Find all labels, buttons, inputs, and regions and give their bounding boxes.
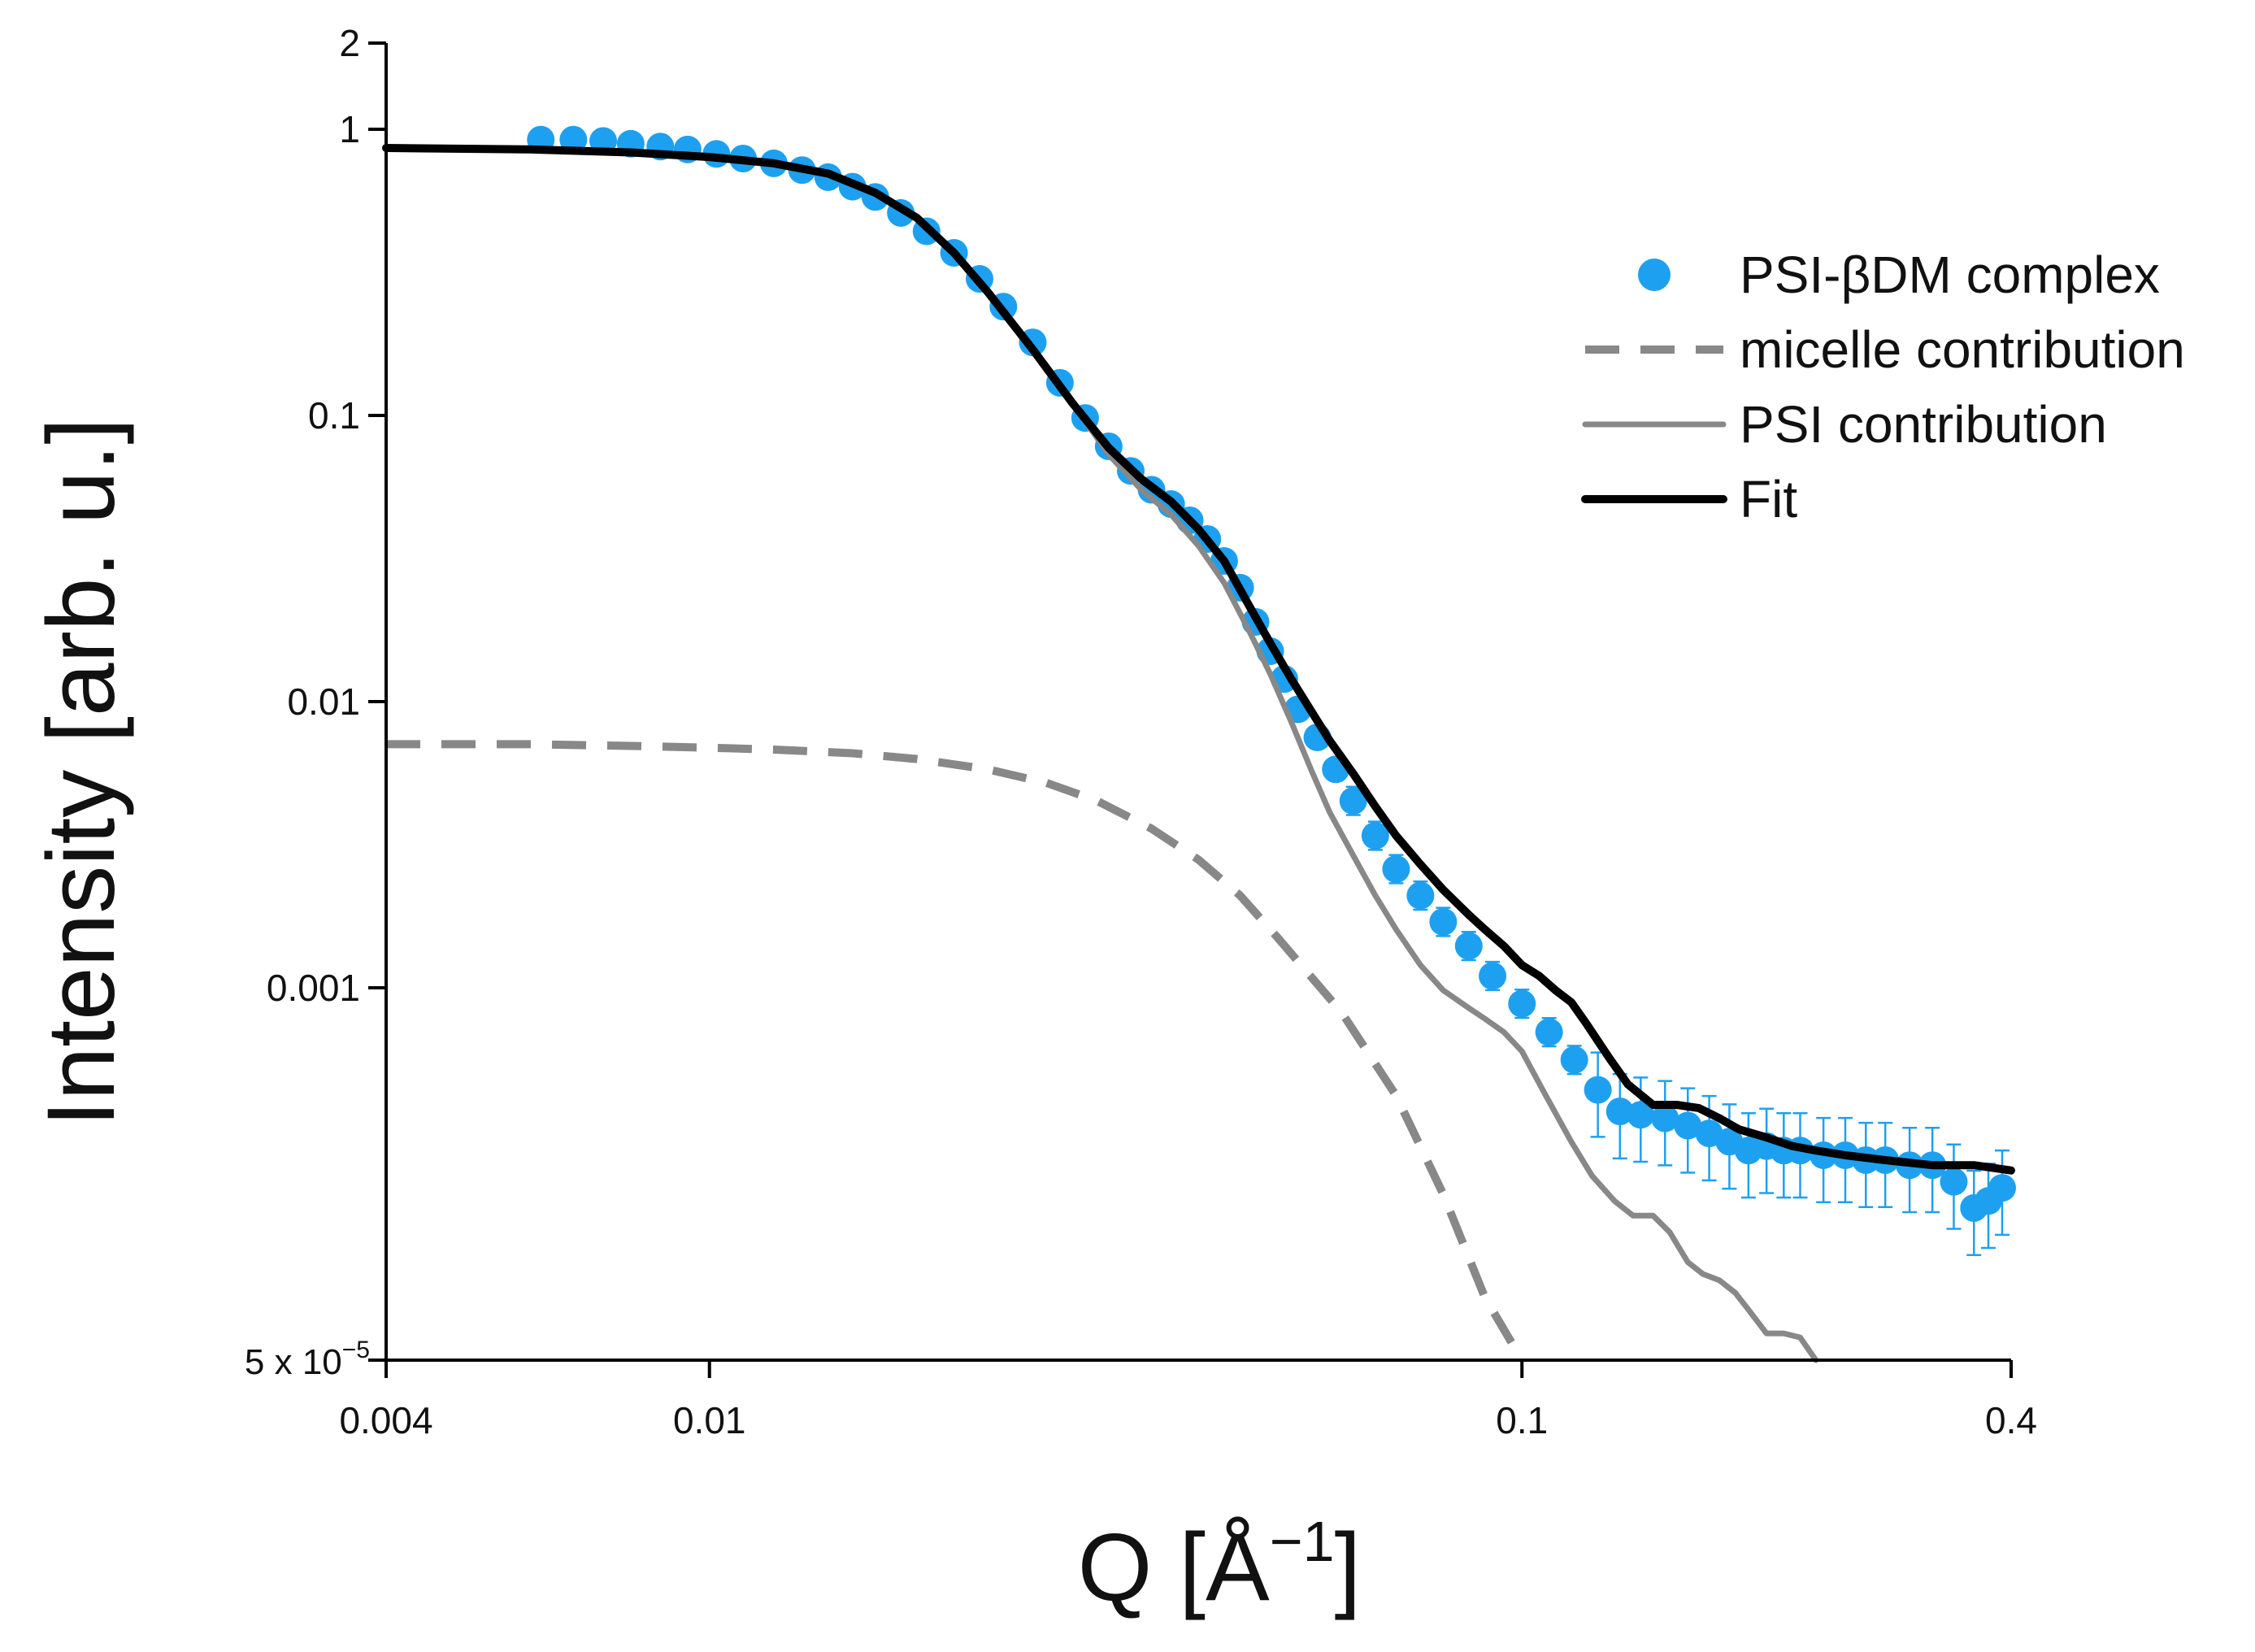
- data-point: [1535, 1018, 1563, 1046]
- series-line-fit: [382, 144, 2015, 1175]
- data-point: [1584, 1076, 1612, 1104]
- y-tick-label: 1: [339, 108, 360, 150]
- data-point: [1508, 989, 1536, 1018]
- y-min-base: 5 x 10: [245, 1342, 342, 1382]
- data-point: [1479, 962, 1507, 990]
- data-point: [1605, 1098, 1634, 1126]
- legend-marker: [1638, 259, 1671, 291]
- legend: PSI-βDM complex micelle contribution PSI c…: [1581, 246, 2185, 528]
- data-point: [1454, 932, 1483, 960]
- series-line-micelle-contribution: [386, 740, 1526, 1363]
- y-tick-label: 2: [339, 22, 360, 64]
- x-ticks: 0.004 0.01 0.1 0.4: [339, 1360, 2037, 1441]
- y-axis-min-label: 5 x 10−5: [245, 1337, 370, 1382]
- x-tick-label: 0.1: [1496, 1399, 1548, 1441]
- series-lines-layer: [382, 144, 2015, 1363]
- y-tick-label: 0.1: [308, 394, 360, 437]
- data-point: [1940, 1167, 1968, 1196]
- data-point: [1406, 881, 1435, 910]
- data-point: [1627, 1101, 1655, 1129]
- x-axis-title: Q [Å−1]: [1078, 1510, 1362, 1621]
- legend-label: Fit: [1740, 470, 1797, 528]
- legend-label: micelle contribution: [1740, 320, 2185, 379]
- x-tick-label: 0.4: [1985, 1399, 2037, 1441]
- y-axis-title: Intensity [arb. u.]: [28, 418, 135, 1127]
- x-tick-label: 0.004: [339, 1399, 432, 1441]
- data-point: [1674, 1111, 1702, 1140]
- y-ticks: 2 1 0.1 0.01 0.001: [267, 22, 386, 1362]
- data-point: [1429, 907, 1458, 936]
- data-point: [1382, 854, 1410, 883]
- y-tick-label: 0.001: [267, 967, 360, 1009]
- legend-label: PSI-βDM complex: [1740, 246, 2160, 304]
- data-point: [1651, 1104, 1679, 1132]
- y-min-exp: −5: [342, 1337, 370, 1363]
- data-point: [1560, 1046, 1588, 1074]
- data-point: [1361, 821, 1389, 850]
- data-point: [1339, 787, 1367, 815]
- y-tick-label: 0.01: [287, 680, 360, 723]
- data-point: [1988, 1174, 2017, 1202]
- series-line-psi-contribution: [383, 145, 1819, 1363]
- x-tick-label: 0.01: [673, 1399, 746, 1441]
- legend-label: PSI contribution: [1740, 395, 2107, 454]
